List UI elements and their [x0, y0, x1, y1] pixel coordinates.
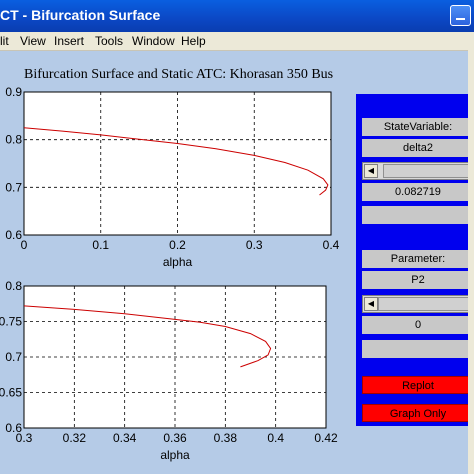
minimize-button[interactable] [450, 5, 471, 26]
x-tick-label: 0.3 [246, 238, 263, 252]
y-tick-label: 0.6 [5, 228, 22, 242]
parameter-select[interactable]: P2 [362, 271, 474, 289]
window-edge [468, 50, 474, 474]
x-axis-label: alpha [160, 448, 190, 462]
menu-insert[interactable]: Insert [54, 34, 85, 48]
y-tick-label: 0.8 [5, 279, 22, 293]
y-tick-label: 0.7 [5, 350, 22, 364]
x-tick-label: 0.2 [169, 238, 186, 252]
replot-button[interactable]: Replot [362, 376, 474, 394]
y-tick-label: 0.8 [5, 133, 22, 147]
y-tick-label: 0.65 [0, 386, 22, 400]
slider-thumb[interactable] [378, 297, 470, 311]
x-tick-label: 0 [21, 238, 28, 252]
parameter-slider[interactable]: ◀ [362, 295, 474, 313]
x-tick-label: 0.1 [92, 238, 109, 252]
x-tick-label: 0.4 [267, 431, 284, 445]
menu-tools[interactable]: Tools [95, 34, 124, 48]
x-tick-label: 0.4 [323, 238, 340, 252]
y-tick-label: 0.75 [0, 315, 22, 329]
parameter-spacer [362, 340, 474, 358]
state-slider-value: 0.082719 [362, 183, 474, 201]
parameter-label: Parameter: [362, 250, 474, 268]
slider-left-arrow-icon[interactable]: ◀ [364, 297, 378, 311]
slider-thumb[interactable] [383, 164, 469, 178]
y-tick-label: 0.6 [5, 421, 22, 435]
x-tick-label: 0.38 [214, 431, 238, 445]
graph-only-button[interactable]: Graph Only [362, 404, 474, 422]
state-slider[interactable]: ◀ [362, 162, 474, 180]
state-variable-label: StateVariable: [362, 118, 474, 136]
menu-help[interactable]: Help [181, 34, 206, 48]
window-title: CT - Bifurcation Surface [0, 7, 161, 23]
y-tick-label: 0.9 [5, 85, 22, 99]
x-tick-label: 0.3 [16, 431, 33, 445]
minimize-icon [456, 18, 465, 20]
state-spacer [362, 206, 474, 224]
menu-bar: lit View Insert Tools Window Help [0, 32, 474, 51]
x-tick-label: 0.32 [63, 431, 87, 445]
menu-view[interactable]: View [20, 34, 46, 48]
slider-left-arrow-icon[interactable]: ◀ [364, 164, 378, 178]
menu-edit[interactable]: lit [0, 34, 9, 48]
bifurcation-curve-2 [23, 305, 272, 368]
menu-window[interactable]: Window [132, 34, 175, 48]
bifurcation-curve-1 [23, 127, 329, 196]
x-tick-label: 0.34 [113, 431, 137, 445]
x-tick-label: 0.36 [163, 431, 187, 445]
state-variable-select[interactable]: delta2 [362, 139, 474, 157]
parameter-slider-value: 0 [362, 316, 474, 334]
title-bar: CT - Bifurcation Surface [0, 0, 474, 32]
plot-area-1 [23, 91, 332, 236]
x-tick-label: 0.42 [314, 431, 338, 445]
y-tick-label: 0.7 [5, 180, 22, 194]
x-axis-label: alpha [163, 255, 193, 269]
figure-title: Bifurcation Surface and Static ATC: Khor… [24, 67, 334, 82]
